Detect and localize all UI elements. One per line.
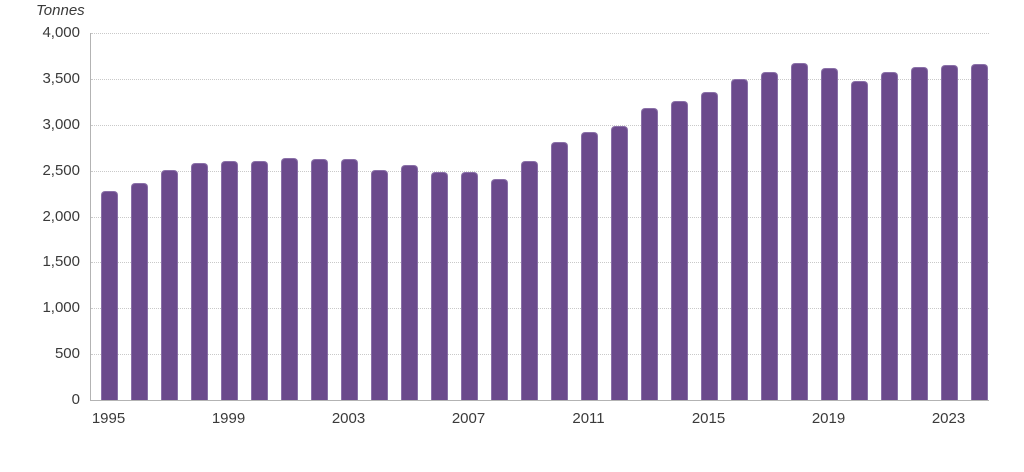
y-tick-label: 4,000 [42,24,80,41]
bar-2017 [761,72,778,400]
bar-1999 [221,161,238,400]
x-tick-label: 2023 [931,410,966,427]
x-tick-label: 1999 [211,410,246,427]
y-tick-label: 1,000 [42,299,80,317]
gridline [91,262,989,264]
x-tick-label: 2011 [572,410,605,427]
gridline [91,78,989,80]
x-tick-label: 2003 [331,410,366,427]
bar-1998 [191,163,208,400]
bar-1997 [161,170,178,400]
x-tick-label: 1995 [91,410,126,427]
bar-2005 [401,165,418,400]
x-tick-label: 2015 [691,410,726,427]
bar-2022 [911,67,928,400]
bar-2004 [371,170,388,400]
gridline [91,308,989,310]
bar-2007 [461,172,478,400]
bar-2000 [251,161,268,400]
gridline [91,170,989,172]
bar-2016 [731,79,748,400]
bar-2013 [641,108,658,400]
y-tick-label: 0 [71,391,80,408]
bar-2024 [971,64,988,400]
bar-2012 [611,126,628,400]
gridline [91,33,989,34]
bar-2009 [521,161,538,400]
bar-2018 [791,63,808,400]
bar-2010 [551,142,568,400]
bar-2011 [581,132,598,400]
bar-1995 [101,191,118,400]
bar-2002 [311,159,328,400]
gridline [91,216,989,218]
x-tick-label: 2007 [451,410,486,427]
y-tick-label: 2,500 [42,161,80,179]
bar-2021 [881,72,898,400]
bar-2015 [701,92,718,400]
gridline [91,354,989,356]
y-tick-label: 1,500 [42,253,80,271]
y-tick-label: 3,500 [42,69,80,87]
bar-2014 [671,101,688,400]
plot-area [90,33,989,401]
bar-1996 [131,183,148,400]
bar-2006 [431,172,448,400]
bar-2001 [281,158,298,400]
bar-2003 [341,159,358,400]
bar-2023 [941,65,958,400]
bar-2020 [851,81,868,400]
x-tick-label: 2019 [811,410,846,427]
bar-2008 [491,179,508,400]
gridline [91,124,989,126]
bar-2019 [821,68,838,400]
y-tick-label: 3,000 [42,115,80,133]
y-tick-label: 2,000 [42,207,80,225]
y-tick-label: 500 [54,345,80,363]
y-axis-unit-label: Tonnes [36,2,85,19]
